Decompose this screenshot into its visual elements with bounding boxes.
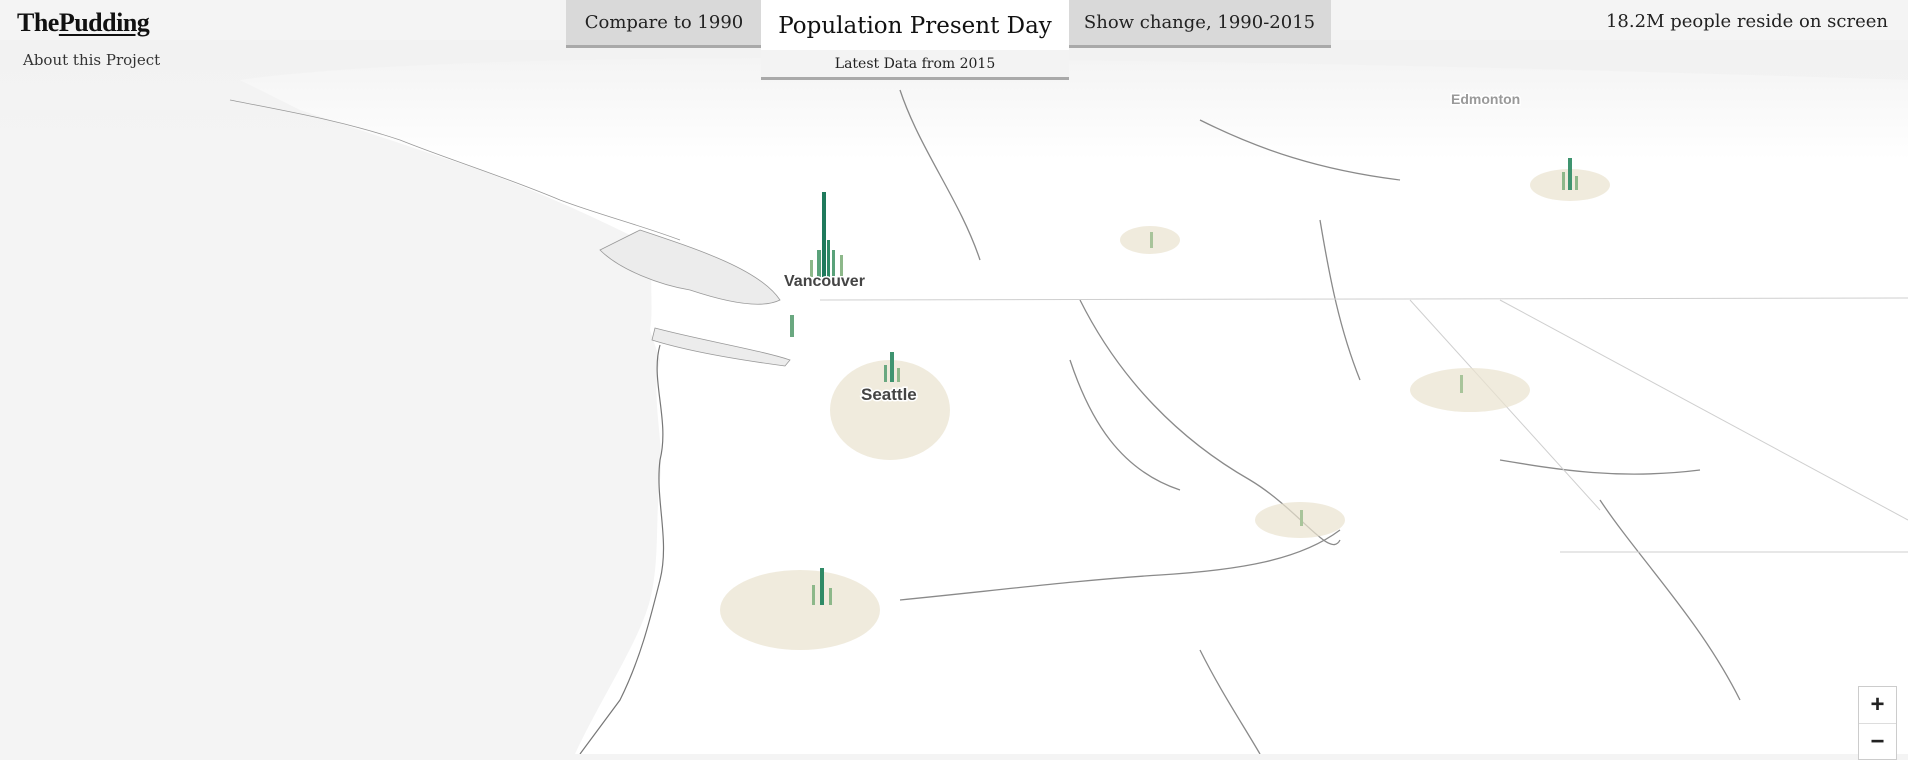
logo-pudding: Pudding — [58, 8, 150, 37]
tab-population-present[interactable]: Population Present Day — [761, 0, 1069, 52]
tab-compare-1990[interactable]: Compare to 1990 — [566, 0, 762, 48]
population-on-screen: 18.2M people reside on screen — [1605, 11, 1888, 32]
zoom-control: + − — [1858, 686, 1897, 760]
zoom-out-button[interactable]: − — [1859, 723, 1896, 759]
site-logo[interactable]: ThePudding — [17, 8, 150, 38]
rivers — [899, 89, 1741, 754]
city-label-edmonton: Edmonton — [1451, 91, 1520, 107]
land-area — [240, 58, 1908, 754]
tab-show-change[interactable]: Show change, 1990-2015 — [1068, 0, 1331, 48]
population-spikes — [790, 158, 1578, 605]
logo-the: The — [17, 8, 59, 37]
zoom-in-button[interactable]: + — [1859, 687, 1896, 723]
about-link[interactable]: About this Project — [23, 51, 161, 69]
tab-subtitle: Latest Data from 2015 — [761, 50, 1069, 80]
strait-of-georgia — [599, 229, 781, 305]
north-coast — [229, 99, 681, 241]
coastline — [579, 344, 665, 754]
juan-de-fuca — [651, 327, 791, 367]
city-label-seattle: Seattle — [861, 385, 917, 404]
city-label-vancouver: Vancouver — [784, 273, 865, 290]
